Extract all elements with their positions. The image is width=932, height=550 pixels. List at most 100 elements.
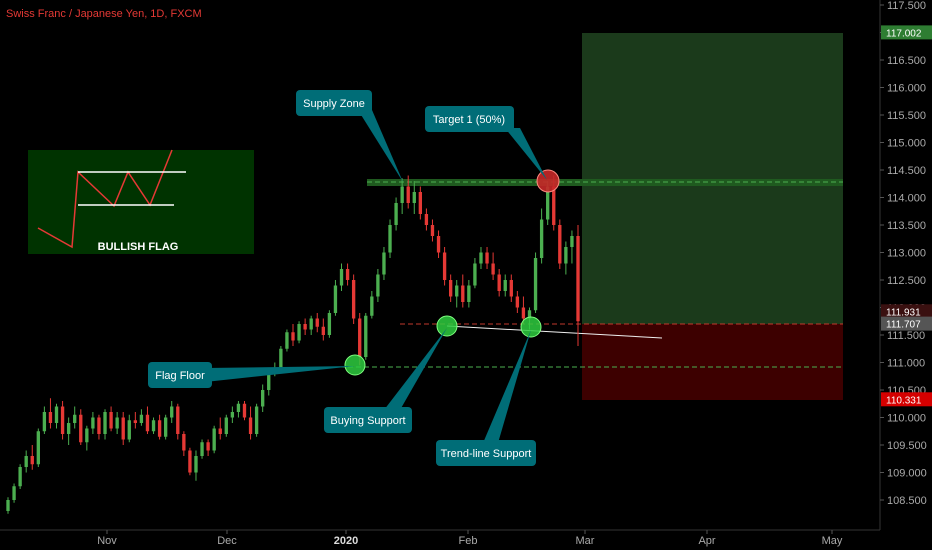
- candle-body: [248, 417, 253, 434]
- candle-body: [24, 456, 28, 467]
- candle-body: [418, 192, 423, 214]
- y-tick-label: 116.000: [887, 83, 926, 95]
- candle-body: [200, 442, 204, 456]
- candle-body: [473, 263, 477, 286]
- y-tick-label: 110.000: [887, 413, 926, 425]
- candle-body: [115, 417, 119, 429]
- candle-body: [406, 186, 410, 203]
- candle-body: [515, 296, 520, 308]
- svg-text:Supply Zone: Supply Zone: [303, 98, 365, 110]
- candle-body: [564, 247, 568, 264]
- candle-body: [127, 420, 131, 440]
- bullish-flag-inset: BULLISH FLAG: [28, 149, 254, 254]
- trendline-support-marker: [520, 316, 542, 338]
- candle-body: [479, 252, 483, 264]
- y-tick-label: 114.500: [887, 165, 926, 177]
- y-tick-label: 113.000: [887, 248, 926, 260]
- candle-body: [91, 417, 95, 429]
- price-label-text: 111.707: [886, 320, 921, 331]
- candle-body: [176, 406, 180, 434]
- candle-body: [85, 428, 89, 443]
- candles: [6, 175, 580, 514]
- price-label-text: 110.331: [886, 395, 922, 406]
- x-tick-label: Dec: [217, 535, 237, 547]
- candle-body: [351, 280, 356, 319]
- candle-body: [206, 442, 210, 451]
- candle-body: [497, 274, 501, 291]
- candle-body: [442, 252, 447, 280]
- candle-body: [224, 417, 228, 434]
- candle-body: [218, 428, 222, 434]
- candle-body: [297, 324, 301, 341]
- y-axis: 117.500117.000116.500116.000115.500115.0…: [880, 0, 927, 507]
- y-tick-label: 115.500: [887, 110, 926, 122]
- y-tick-label: 113.500: [887, 220, 926, 232]
- candle-body: [339, 269, 344, 286]
- candle-body: [570, 236, 574, 247]
- candle-body: [30, 456, 34, 465]
- candle-body: [315, 318, 319, 327]
- target-zone: [582, 33, 843, 324]
- svg-text:Flag Floor: Flag Floor: [155, 370, 205, 382]
- candle-body: [236, 403, 241, 412]
- supply-zone-band: [367, 179, 843, 186]
- price-label-text: 111.931: [886, 307, 921, 318]
- price-labels: 117.002 111.931 111.707 110.331: [881, 25, 932, 407]
- candle-body: [539, 219, 544, 258]
- candle-body: [455, 285, 459, 297]
- candle-body: [242, 403, 247, 418]
- flag-floor-marker: [344, 354, 366, 376]
- x-tick-label: 2020: [334, 535, 358, 547]
- candle-body: [182, 434, 186, 451]
- candle-body: [448, 280, 453, 297]
- y-tick-label: 112.500: [887, 275, 926, 287]
- candle-body: [503, 280, 507, 291]
- candle-body: [285, 332, 289, 349]
- y-tick-label: 111.000: [887, 358, 925, 370]
- candle-body: [521, 307, 526, 319]
- price-label-box: [881, 25, 932, 40]
- candle-body: [188, 450, 192, 473]
- candle-body: [139, 414, 144, 423]
- candle-body: [109, 412, 113, 429]
- candle-body: [546, 186, 550, 220]
- candle-body: [394, 203, 398, 225]
- candle-body: [66, 423, 71, 434]
- candle-body: [382, 252, 386, 275]
- inset-label: BULLISH FLAG: [98, 241, 179, 253]
- price-label-text: 117.002: [886, 28, 922, 39]
- candle-body: [527, 310, 532, 319]
- candle-body: [509, 280, 513, 297]
- y-tick-label: 116.500: [887, 55, 926, 67]
- candle-body: [73, 414, 77, 423]
- candle-body: [388, 225, 392, 253]
- candle-body: [157, 420, 162, 437]
- candle-body: [121, 417, 125, 440]
- svg-text:Trend-line Support: Trend-line Support: [441, 448, 532, 460]
- candle-body: [267, 370, 271, 390]
- candle-body: [18, 467, 22, 487]
- candle-body: [400, 186, 404, 203]
- candle-body: [170, 406, 174, 418]
- candle-body: [151, 420, 156, 432]
- candle-body: [145, 414, 150, 432]
- y-tick-label: 111.500: [887, 330, 925, 342]
- candle-body: [6, 500, 10, 511]
- price-label-box: [881, 392, 932, 407]
- candle-body: [358, 318, 362, 357]
- stop-zone: [582, 324, 843, 400]
- candle-body: [163, 417, 168, 437]
- trend-line: [446, 325, 663, 339]
- candle-body: [345, 269, 350, 280]
- candle-body: [430, 225, 435, 236]
- candle-body: [491, 263, 495, 275]
- x-tick-label: Nov: [97, 535, 117, 547]
- candle-body: [364, 315, 368, 357]
- svg-text:Buying Support: Buying Support: [330, 415, 405, 427]
- candle-body: [97, 417, 101, 434]
- candle-body: [54, 406, 59, 423]
- target-marker: [536, 169, 560, 193]
- candle-body: [194, 456, 198, 473]
- candle-body: [327, 313, 332, 335]
